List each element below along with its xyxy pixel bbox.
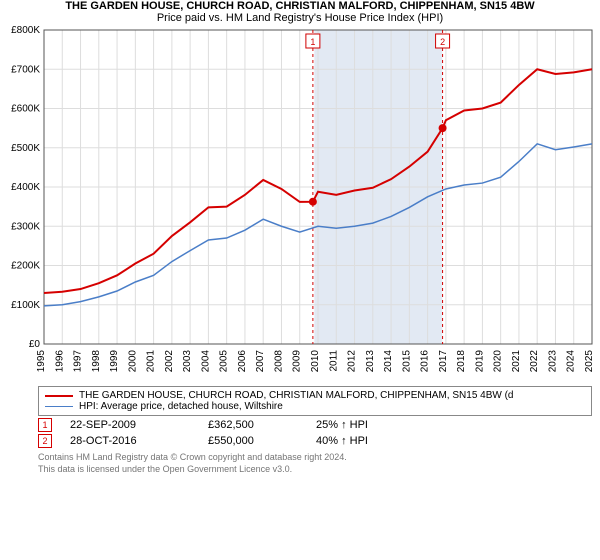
sale-row: 2 28-OCT-2016 £550,000 40% ↑ HPI <box>38 434 592 448</box>
svg-text:2003: 2003 <box>182 350 193 373</box>
sale-badge: 1 <box>38 418 52 432</box>
svg-text:2000: 2000 <box>127 350 138 373</box>
svg-text:1: 1 <box>310 37 315 47</box>
legend-swatch <box>45 406 73 408</box>
svg-text:2: 2 <box>440 37 445 47</box>
svg-text:2022: 2022 <box>529 350 540 373</box>
svg-text:2023: 2023 <box>547 350 558 373</box>
svg-text:1996: 1996 <box>54 350 65 373</box>
attribution: Contains HM Land Registry data © Crown c… <box>38 452 592 475</box>
svg-text:£700K: £700K <box>11 64 40 75</box>
legend-label: THE GARDEN HOUSE, CHURCH ROAD, CHRISTIAN… <box>79 390 514 401</box>
sale-price: £550,000 <box>208 435 298 447</box>
svg-text:1998: 1998 <box>91 350 102 373</box>
svg-text:2007: 2007 <box>255 350 266 373</box>
svg-text:2016: 2016 <box>420 350 431 373</box>
svg-text:1997: 1997 <box>73 350 84 373</box>
svg-text:2021: 2021 <box>511 350 522 373</box>
svg-text:2010: 2010 <box>310 350 321 373</box>
legend-swatch <box>45 395 73 397</box>
svg-text:2001: 2001 <box>146 350 157 373</box>
svg-text:2020: 2020 <box>493 350 504 373</box>
legend-label: HPI: Average price, detached house, Wilt… <box>79 401 283 412</box>
svg-text:2018: 2018 <box>456 350 467 373</box>
sale-date: 28-OCT-2016 <box>70 435 190 447</box>
svg-text:£100K: £100K <box>11 300 40 311</box>
sales-list: 1 22-SEP-2009 £362,500 25% ↑ HPI 2 28-OCT-201… <box>0 418 600 448</box>
svg-text:2017: 2017 <box>438 350 449 373</box>
svg-text:1995: 1995 <box>36 350 47 373</box>
chart-title: THE GARDEN HOUSE, CHURCH ROAD, CHRISTIAN… <box>0 0 600 12</box>
attribution-line: This data is licensed under the Open Gov… <box>38 464 592 476</box>
svg-text:1999: 1999 <box>109 350 120 373</box>
svg-text:£0: £0 <box>29 339 41 350</box>
svg-text:2006: 2006 <box>237 350 248 373</box>
svg-text:2004: 2004 <box>200 350 211 373</box>
svg-text:2024: 2024 <box>566 350 577 373</box>
svg-text:2019: 2019 <box>474 350 485 373</box>
svg-text:£200K: £200K <box>11 261 40 272</box>
svg-text:2015: 2015 <box>401 350 412 373</box>
svg-text:2005: 2005 <box>219 350 230 373</box>
svg-text:2002: 2002 <box>164 350 175 373</box>
legend: THE GARDEN HOUSE, CHURCH ROAD, CHRISTIAN… <box>38 386 592 416</box>
legend-item-property: THE GARDEN HOUSE, CHURCH ROAD, CHRISTIAN… <box>45 390 585 401</box>
sale-date: 22-SEP-2009 <box>70 419 190 431</box>
svg-text:2025: 2025 <box>584 350 595 373</box>
sale-badge: 2 <box>38 434 52 448</box>
svg-text:2013: 2013 <box>365 350 376 373</box>
svg-text:£500K: £500K <box>11 143 40 154</box>
svg-text:£600K: £600K <box>11 104 40 115</box>
chart-subtitle: Price paid vs. HM Land Registry's House … <box>0 12 600 24</box>
svg-text:2012: 2012 <box>347 350 358 373</box>
sale-price: £362,500 <box>208 419 298 431</box>
line-chart: £0 £100K £200K £300K £400K £500K £600K £700K £80… <box>0 24 600 384</box>
sale-delta: 40% ↑ HPI <box>316 435 368 447</box>
svg-text:£400K: £400K <box>11 182 40 193</box>
svg-text:£300K: £300K <box>11 221 40 232</box>
legend-item-hpi: HPI: Average price, detached house, Wilt… <box>45 401 585 412</box>
sale-row: 1 22-SEP-2009 £362,500 25% ↑ HPI <box>38 418 592 432</box>
attribution-line: Contains HM Land Registry data © Crown c… <box>38 452 592 464</box>
svg-text:2011: 2011 <box>328 350 339 372</box>
svg-text:£800K: £800K <box>11 25 40 36</box>
svg-text:2014: 2014 <box>383 350 394 373</box>
svg-text:2008: 2008 <box>273 350 284 373</box>
sale-delta: 25% ↑ HPI <box>316 419 368 431</box>
svg-text:2009: 2009 <box>292 350 303 373</box>
chart-container: THE GARDEN HOUSE, CHURCH ROAD, CHRISTIAN… <box>0 0 600 560</box>
